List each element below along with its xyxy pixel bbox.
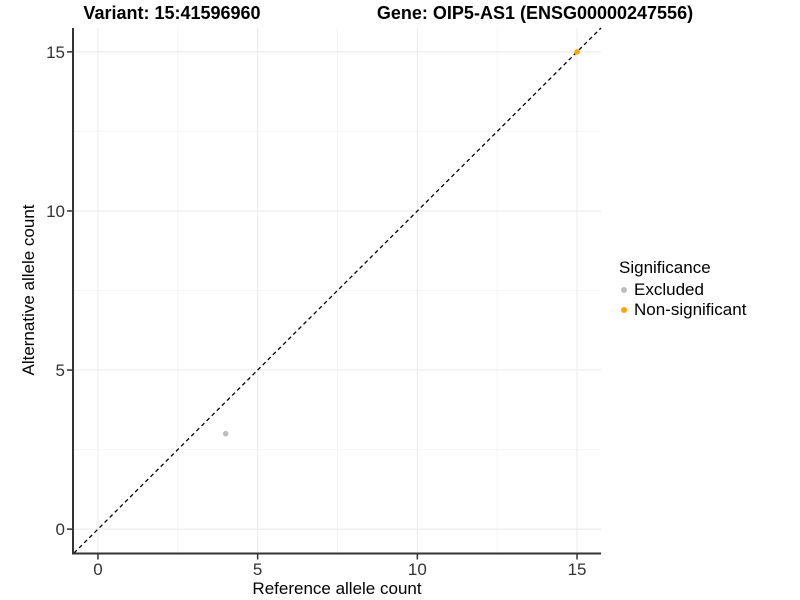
y-tick-label: 10	[46, 202, 65, 221]
legend-item-label: Non-significant	[634, 300, 747, 319]
legend-key-dot	[621, 287, 627, 293]
legend: Significance Excluded Non-significant	[619, 258, 746, 320]
x-tick-label: 15	[568, 560, 587, 579]
plot-title-gene: Gene: OIP5-AS1 (ENSG00000247556)	[376, 3, 694, 23]
identity-line	[73, 27, 602, 554]
y-tick-label: 15	[46, 43, 65, 62]
y-tick-label: 0	[56, 520, 65, 539]
y-tick-label: 5	[56, 361, 65, 380]
legend-item: Non-significant	[619, 300, 746, 320]
legend-item-label: Excluded	[634, 280, 704, 299]
data-point-non-significant	[574, 49, 580, 55]
legend-items: Excluded Non-significant	[619, 280, 746, 320]
x-axis-label: Reference allele count	[252, 579, 422, 598]
x-tick-label: 5	[253, 560, 262, 579]
y-axis-label: Alternative allele count	[19, 204, 38, 376]
x-tick-label: 10	[408, 560, 427, 579]
plot-title-variant: Variant: 15:41596960	[83, 3, 261, 23]
data-point-excluded	[222, 430, 229, 437]
x-tick-label: 0	[93, 560, 102, 579]
legend-key-dot	[621, 307, 627, 313]
legend-item: Excluded	[619, 280, 746, 300]
legend-title: Significance	[619, 258, 711, 277]
